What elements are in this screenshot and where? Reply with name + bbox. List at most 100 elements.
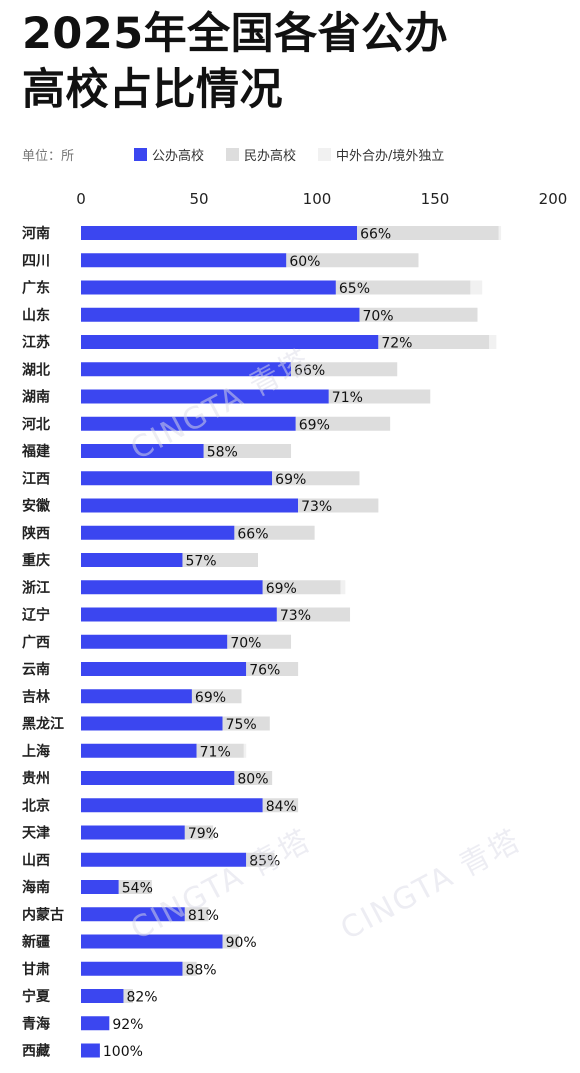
category-label-26: 新疆 xyxy=(22,934,50,951)
x-tick-label-1: 50 xyxy=(189,190,208,208)
bar-joint-19 xyxy=(243,743,247,758)
legend-swatch-private xyxy=(226,147,240,161)
bar-public-8 xyxy=(81,444,204,458)
category-label-2: 广东 xyxy=(22,280,50,297)
legend-item-public: 公办高校 xyxy=(134,145,204,164)
bar-private-23 xyxy=(246,852,275,867)
category-label-5: 湖北 xyxy=(22,362,50,378)
category-label-24: 海南 xyxy=(22,879,50,896)
bar-private-22 xyxy=(184,825,214,840)
bar-public-24 xyxy=(81,880,119,894)
bar-public-3 xyxy=(81,307,360,322)
category-label-17: 吉林 xyxy=(22,688,50,705)
category-label-8: 福建 xyxy=(21,443,50,460)
category-label-16: 云南 xyxy=(22,661,50,678)
data-label-0: 66% xyxy=(360,227,391,243)
x-tick-label-4: 200 xyxy=(539,190,568,208)
data-label-13: 69% xyxy=(266,581,297,597)
category-label-3: 山东 xyxy=(22,307,50,324)
bar-public-2 xyxy=(81,280,336,295)
data-label-30: 100% xyxy=(103,1044,143,1060)
data-label-12: 57% xyxy=(185,554,216,570)
bar-private-25 xyxy=(184,907,209,922)
data-label-5: 66% xyxy=(294,363,325,379)
bar-private-18 xyxy=(222,716,270,731)
x-tick-label-2: 100 xyxy=(303,190,332,208)
bar-public-9 xyxy=(81,471,273,486)
category-label-25: 内蒙古 xyxy=(22,906,64,923)
bar-public-29 xyxy=(81,1016,110,1031)
bar-private-11 xyxy=(234,525,315,540)
bar-public-16 xyxy=(81,662,247,676)
data-label-18: 75% xyxy=(226,717,257,733)
bar-public-1 xyxy=(81,253,287,268)
data-label-6: 71% xyxy=(332,390,363,406)
bar-private-14 xyxy=(276,607,351,622)
data-label-21: 84% xyxy=(266,799,297,815)
bar-public-6 xyxy=(81,389,329,404)
category-label-20: 贵州 xyxy=(22,770,50,787)
bar-private-2 xyxy=(335,280,471,295)
bar-public-22 xyxy=(81,825,185,840)
legend-item-joint: 中外合办/境外独立 xyxy=(318,145,444,164)
bar-private-7 xyxy=(295,416,391,431)
bar-private-10 xyxy=(298,498,379,513)
bar-private-4 xyxy=(378,335,490,349)
category-label-10: 安徽 xyxy=(22,498,51,515)
bar-public-15 xyxy=(81,634,228,649)
legend-label-public: 公办高校 xyxy=(152,148,205,164)
data-label-23: 85% xyxy=(249,853,280,869)
category-label-27: 甘肃 xyxy=(22,961,50,978)
category-label-28: 宁夏 xyxy=(22,988,51,1005)
bar-public-17 xyxy=(81,689,192,704)
data-label-3: 70% xyxy=(362,308,393,324)
category-label-14: 辽宁 xyxy=(22,607,50,624)
bar-public-27 xyxy=(81,961,183,976)
data-label-27: 88% xyxy=(185,962,216,978)
data-label-2: 65% xyxy=(339,281,370,297)
bar-private-12 xyxy=(182,553,258,567)
data-label-8: 58% xyxy=(207,445,238,461)
bar-private-8 xyxy=(203,444,292,458)
bar-public-20 xyxy=(81,771,235,785)
bar-public-7 xyxy=(81,416,296,431)
data-label-25: 81% xyxy=(188,908,219,924)
bar-joint-2 xyxy=(470,280,483,295)
data-label-11: 66% xyxy=(237,526,268,542)
legend-swatch-public xyxy=(134,147,148,161)
bar-private-9 xyxy=(272,471,360,486)
category-label-0: 河南 xyxy=(22,225,50,242)
bar-public-25 xyxy=(81,907,185,922)
category-label-21: 北京 xyxy=(22,797,50,814)
data-label-20: 80% xyxy=(237,772,268,788)
bar-public-14 xyxy=(81,607,277,622)
data-label-24: 54% xyxy=(122,881,153,897)
data-label-16: 76% xyxy=(249,663,280,679)
bar-private-1 xyxy=(286,253,419,268)
bar-public-26 xyxy=(81,934,223,949)
bar-public-30 xyxy=(81,1043,100,1058)
bar-private-24 xyxy=(118,880,152,894)
bar-joint-4 xyxy=(489,335,497,349)
data-label-7: 69% xyxy=(299,417,330,433)
bar-public-21 xyxy=(81,798,263,813)
category-label-1: 四川 xyxy=(22,253,50,269)
category-label-19: 上海 xyxy=(22,743,50,760)
bar-private-26 xyxy=(222,934,240,949)
bar-private-16 xyxy=(246,662,299,676)
bar-public-11 xyxy=(81,525,235,540)
unit-label: 单位：所 xyxy=(22,148,75,164)
data-label-4: 72% xyxy=(381,336,412,352)
bar-private-13 xyxy=(262,580,341,595)
category-label-9: 江西 xyxy=(22,470,50,487)
data-label-17: 69% xyxy=(195,690,226,706)
data-label-15: 70% xyxy=(230,635,261,651)
bar-private-28 xyxy=(123,989,133,1003)
bar-public-5 xyxy=(81,362,292,377)
bar-private-19 xyxy=(196,743,244,758)
bar-joint-0 xyxy=(498,226,502,240)
data-label-22: 79% xyxy=(188,826,219,842)
bar-public-28 xyxy=(81,989,124,1003)
category-label-6: 湖南 xyxy=(22,389,50,406)
